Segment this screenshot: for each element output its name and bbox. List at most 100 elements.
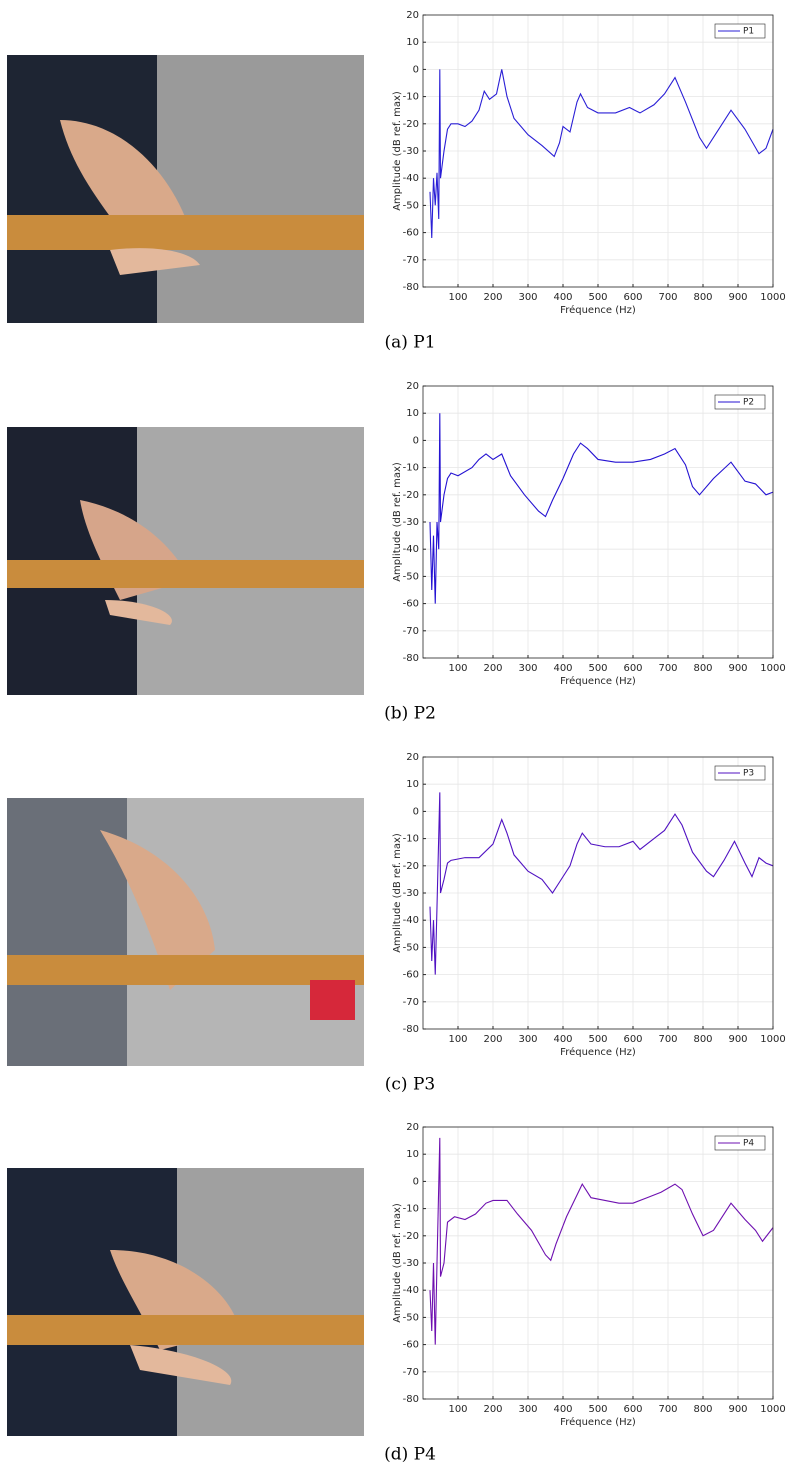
caption: (b) P2 bbox=[384, 704, 436, 724]
x-tick-label: 400 bbox=[553, 292, 572, 303]
data-line bbox=[429, 792, 774, 975]
y-axis-label: Amplitude (dB ref. max) bbox=[392, 833, 403, 953]
y-tick-label: 20 bbox=[406, 752, 419, 763]
chart: -80 -70 -60 -50 -40 -30 -20 -10 0 10 20 100 200 300 40… bbox=[392, 752, 786, 1058]
legend-label: P3 bbox=[743, 769, 754, 779]
y-tick-label: -10 bbox=[403, 463, 419, 474]
y-tick-label: -60 bbox=[403, 970, 419, 981]
caption: (c) P3 bbox=[385, 1075, 435, 1095]
y-tick-label: -10 bbox=[403, 92, 419, 103]
chart: -80 -70 -60 -50 -40 -30 -20 -10 0 10 20 100 200 300 40… bbox=[392, 10, 786, 316]
y-tick-label: -20 bbox=[403, 861, 419, 872]
legend-label: P4 bbox=[743, 1139, 754, 1149]
x-tick-label: 100 bbox=[448, 1404, 467, 1415]
caption: (a) P1 bbox=[384, 333, 435, 353]
photo bbox=[7, 798, 364, 1066]
x-tick-label: 900 bbox=[728, 1034, 747, 1045]
y-tick-label: 20 bbox=[406, 381, 419, 392]
x-tick-label: 700 bbox=[658, 1034, 677, 1045]
x-tick-label: 500 bbox=[588, 292, 607, 303]
y-tick-label: -10 bbox=[403, 1204, 419, 1215]
x-axis-label: Fréquence (Hz) bbox=[560, 675, 636, 687]
photo bbox=[7, 1168, 364, 1436]
y-tick-label: -50 bbox=[403, 200, 419, 211]
y-tick-label: -30 bbox=[403, 146, 419, 157]
y-tick-label: 0 bbox=[413, 64, 419, 75]
y-tick-label: -60 bbox=[403, 228, 419, 239]
photo bbox=[7, 427, 364, 695]
y-tick-label: -20 bbox=[403, 1231, 419, 1242]
y-tick-label: -80 bbox=[403, 1394, 419, 1405]
y-tick-label: -70 bbox=[403, 626, 419, 637]
y-axis-label: Amplitude (dB ref. max) bbox=[392, 462, 403, 582]
x-tick-label: 700 bbox=[658, 663, 677, 674]
x-tick-label: 500 bbox=[588, 663, 607, 674]
x-tick-label: 900 bbox=[728, 1404, 747, 1415]
x-tick-label: 600 bbox=[623, 292, 642, 303]
y-tick-label: -50 bbox=[403, 571, 419, 582]
x-tick-label: 400 bbox=[553, 663, 572, 674]
x-tick-label: 300 bbox=[518, 1034, 537, 1045]
x-tick-label: 800 bbox=[693, 1404, 712, 1415]
x-tick-label: 800 bbox=[693, 292, 712, 303]
legend-label: P2 bbox=[743, 398, 754, 408]
chart: -80 -70 -60 -50 -40 -30 -20 -10 0 10 20 100 200 300 40… bbox=[392, 1122, 786, 1428]
y-tick-label: -60 bbox=[403, 1340, 419, 1351]
y-tick-label: -40 bbox=[403, 1285, 419, 1296]
y-axis-label: Amplitude (dB ref. max) bbox=[392, 1203, 403, 1323]
x-tick-label: 700 bbox=[658, 292, 677, 303]
x-tick-label: 500 bbox=[588, 1404, 607, 1415]
axes-box bbox=[422, 756, 774, 1030]
x-axis-label: Fréquence (Hz) bbox=[560, 304, 636, 316]
y-tick-label: -20 bbox=[403, 490, 419, 501]
y-tick-label: 0 bbox=[413, 1176, 419, 1187]
x-tick-label: 200 bbox=[483, 663, 502, 674]
x-tick-label: 600 bbox=[623, 1404, 642, 1415]
x-tick-label: 1000 bbox=[760, 1404, 785, 1415]
y-tick-label: -30 bbox=[403, 517, 419, 528]
x-tick-label: 1000 bbox=[760, 1034, 785, 1045]
x-tick-label: 400 bbox=[553, 1404, 572, 1415]
y-axis-label: Amplitude (dB ref. max) bbox=[392, 91, 403, 211]
y-tick-label: -60 bbox=[403, 599, 419, 610]
y-tick-label: -80 bbox=[403, 653, 419, 664]
x-tick-label: 300 bbox=[518, 1404, 537, 1415]
x-tick-label: 600 bbox=[623, 1034, 642, 1045]
y-tick-label: -30 bbox=[403, 888, 419, 899]
chart: -80 -70 -60 -50 -40 -30 -20 -10 0 10 20 100 200 300 40… bbox=[392, 381, 786, 687]
data-line bbox=[429, 69, 774, 239]
caption: (d) P4 bbox=[384, 1445, 436, 1465]
data-line bbox=[429, 1137, 774, 1345]
y-tick-label: -80 bbox=[403, 282, 419, 293]
y-tick-label: -50 bbox=[403, 942, 419, 953]
y-tick-label: -10 bbox=[403, 834, 419, 845]
x-tick-label: 800 bbox=[693, 1034, 712, 1045]
legend-label: P1 bbox=[743, 27, 754, 37]
y-tick-label: 10 bbox=[406, 1149, 419, 1160]
photo bbox=[7, 55, 364, 323]
x-tick-label: 600 bbox=[623, 663, 642, 674]
y-tick-label: 10 bbox=[406, 779, 419, 790]
y-tick-label: -70 bbox=[403, 255, 419, 266]
y-tick-label: -20 bbox=[403, 119, 419, 130]
axes-box bbox=[422, 1126, 774, 1400]
x-tick-label: 1000 bbox=[760, 663, 785, 674]
x-tick-label: 300 bbox=[518, 292, 537, 303]
y-tick-label: -40 bbox=[403, 915, 419, 926]
x-tick-label: 200 bbox=[483, 1404, 502, 1415]
x-tick-label: 700 bbox=[658, 1404, 677, 1415]
y-tick-label: 20 bbox=[406, 1122, 419, 1133]
x-tick-label: 900 bbox=[728, 292, 747, 303]
x-axis-label: Fréquence (Hz) bbox=[560, 1046, 636, 1058]
x-tick-label: 100 bbox=[448, 1034, 467, 1045]
axes-box bbox=[422, 385, 774, 659]
y-tick-label: -40 bbox=[403, 173, 419, 184]
y-tick-label: -70 bbox=[403, 1367, 419, 1378]
x-tick-label: 900 bbox=[728, 663, 747, 674]
x-tick-label: 200 bbox=[483, 292, 502, 303]
x-tick-label: 800 bbox=[693, 663, 712, 674]
x-tick-label: 100 bbox=[448, 663, 467, 674]
axes-box bbox=[422, 14, 774, 288]
y-tick-label: 0 bbox=[413, 435, 419, 446]
x-axis-label: Fréquence (Hz) bbox=[560, 1416, 636, 1428]
